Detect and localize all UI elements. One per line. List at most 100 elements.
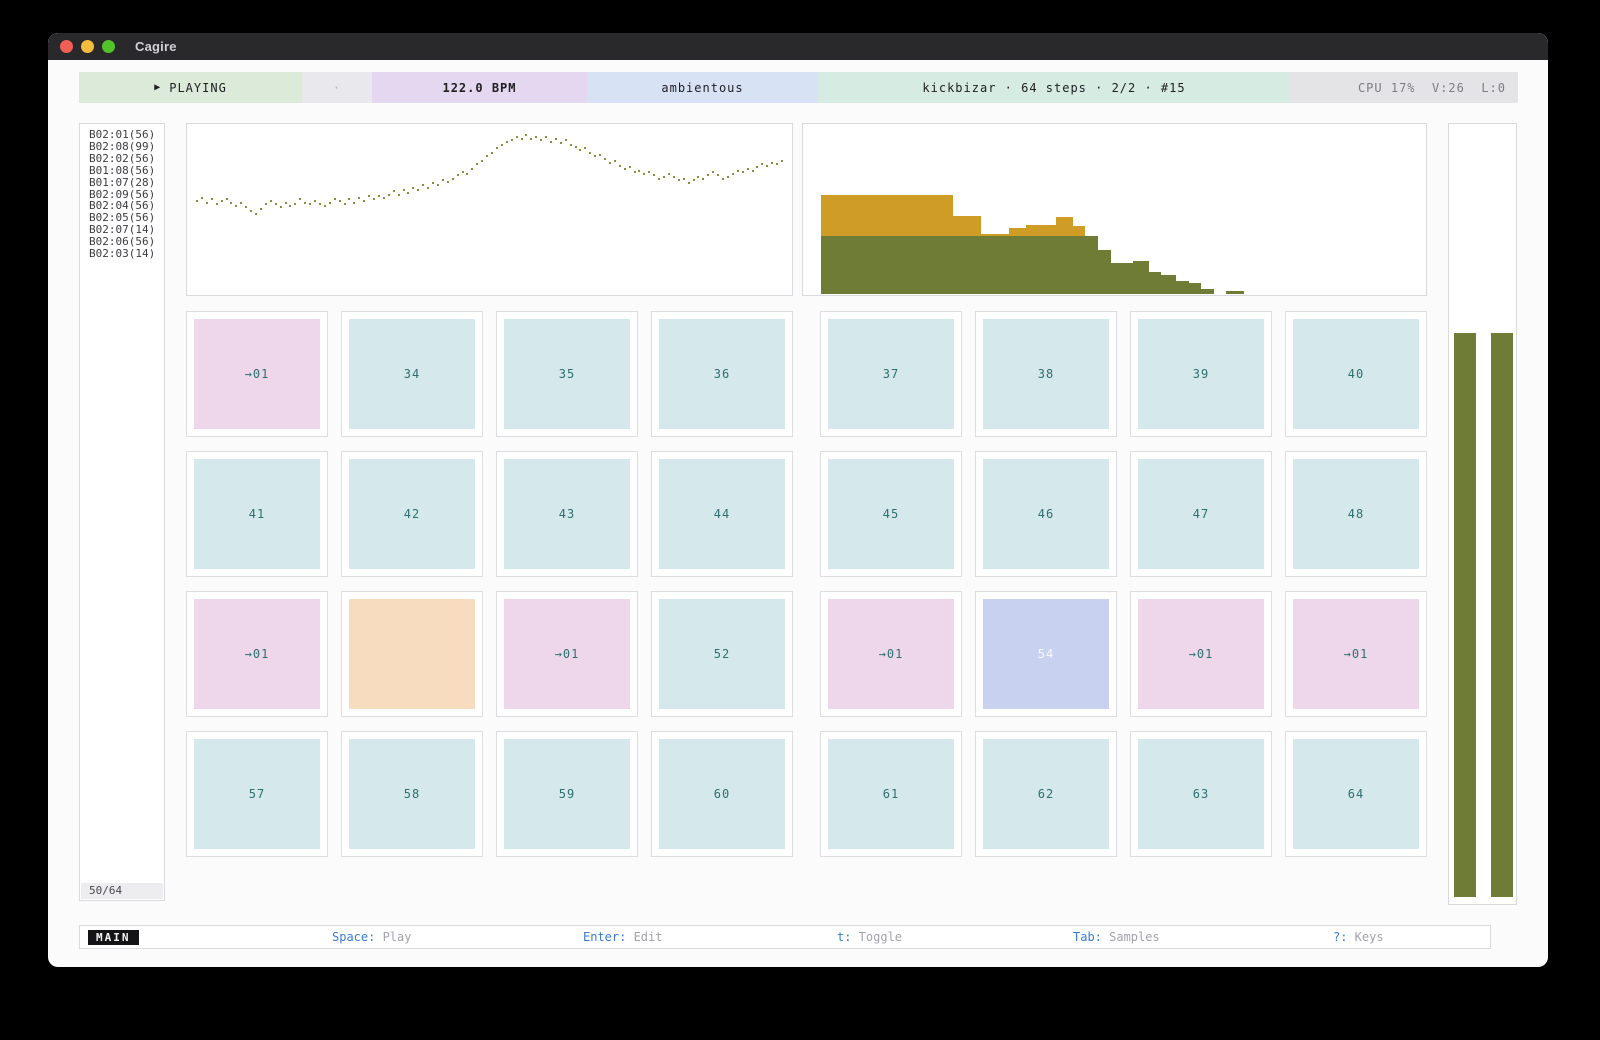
hint-key: Tab: xyxy=(1073,930,1102,944)
hint-key: Enter: xyxy=(583,930,627,944)
grid-cell-54[interactable]: 54 xyxy=(975,591,1117,717)
wave-dot xyxy=(540,139,543,142)
grid-cell-label: 63 xyxy=(1138,739,1264,849)
wave-dot xyxy=(535,136,538,138)
wave-dot xyxy=(525,134,528,137)
grid-cell-35[interactable]: 35 xyxy=(496,311,638,437)
wave-dot xyxy=(751,169,754,172)
wave-dot xyxy=(574,145,577,148)
app-window: Cagire ▶ PLAYING · 122.0 BPM ambientous k… xyxy=(48,33,1548,967)
sample-list-item[interactable]: B02:08(99) xyxy=(89,139,156,153)
sample-list-item[interactable]: B02:02(56) xyxy=(89,151,156,165)
hint-label: Edit xyxy=(626,930,663,944)
wave-dot xyxy=(776,163,779,166)
grid-cell-label: 58 xyxy=(349,739,475,849)
wave-dot xyxy=(559,142,562,145)
sample-list-item[interactable]: B02:09(56) xyxy=(89,187,156,201)
wave-dot xyxy=(702,177,705,180)
sample-list-item[interactable]: B02:03(14) xyxy=(89,247,156,261)
wave-dot xyxy=(205,201,208,204)
grid-cell-38[interactable]: 38 xyxy=(975,311,1117,437)
grid-cell-36[interactable]: 36 xyxy=(651,311,793,437)
grid-cell-label: 45 xyxy=(828,459,954,569)
transport-status[interactable]: ▶ PLAYING xyxy=(79,72,302,103)
grid-cell-57[interactable]: 57 xyxy=(186,731,328,857)
wave-dot xyxy=(608,161,611,164)
wave-dot xyxy=(220,200,223,202)
grid-cell-58[interactable]: 58 xyxy=(341,731,483,857)
grid-cell-45[interactable]: 45 xyxy=(820,451,962,577)
grid-cell-60[interactable]: 60 xyxy=(651,731,793,857)
hint-key: ?: xyxy=(1333,930,1348,944)
grid-cell-50[interactable] xyxy=(341,591,483,717)
zoom-button[interactable] xyxy=(102,40,115,53)
grid-cell-40[interactable]: 40 xyxy=(1285,311,1427,437)
grid-cell-33[interactable]: →01 xyxy=(186,311,328,437)
wave-dot xyxy=(510,139,513,142)
close-button[interactable] xyxy=(60,40,73,53)
grid-cell-49[interactable]: →01 xyxy=(186,591,328,717)
wave-dot xyxy=(417,188,420,191)
grid-cell-63[interactable]: 63 xyxy=(1130,731,1272,857)
grid-cell-41[interactable]: 41 xyxy=(186,451,328,577)
wave-dot xyxy=(309,203,312,206)
grid-cell-61[interactable]: 61 xyxy=(820,731,962,857)
wave-dot xyxy=(667,172,670,175)
histogram-bar xyxy=(1149,272,1161,294)
wave-dot xyxy=(589,152,592,154)
wave-dot xyxy=(284,201,287,204)
grid-cell-52[interactable]: 52 xyxy=(651,591,793,717)
wave-dot xyxy=(549,140,552,143)
wave-dot xyxy=(643,172,646,175)
grid-cell-37[interactable]: 37 xyxy=(820,311,962,437)
wave-dot xyxy=(505,140,508,143)
wave-dot xyxy=(441,179,444,182)
wave-dot xyxy=(731,172,734,175)
wave-dot xyxy=(515,136,518,138)
bpm-display[interactable]: 122.0 BPM xyxy=(372,72,587,103)
play-icon: ▶ xyxy=(154,82,162,93)
grid-cell-48[interactable]: 48 xyxy=(1285,451,1427,577)
grid-cell-34[interactable]: 34 xyxy=(341,311,483,437)
wave-dot xyxy=(461,171,464,174)
grid-cell-47[interactable]: 47 xyxy=(1130,451,1272,577)
histogram-bar xyxy=(1161,275,1176,294)
grid-cell-51[interactable]: →01 xyxy=(496,591,638,717)
pack-name[interactable]: ambientous xyxy=(587,72,818,103)
sample-list-item[interactable]: B01:08(56) xyxy=(89,163,156,177)
grid-cell-label: 48 xyxy=(1293,459,1419,569)
grid-cell-44[interactable]: 44 xyxy=(651,451,793,577)
sample-list-item[interactable]: B02:04(56) xyxy=(89,199,156,213)
histogram-bar xyxy=(1189,283,1201,294)
grid-cell-42[interactable]: 42 xyxy=(341,451,483,577)
grid-cell-46[interactable]: 46 xyxy=(975,451,1117,577)
sample-list-item[interactable]: B02:06(56) xyxy=(89,235,156,249)
grid-cell-59[interactable]: 59 xyxy=(496,731,638,857)
hint-label: Play xyxy=(375,930,412,944)
grid-cell-43[interactable]: 43 xyxy=(496,451,638,577)
grid-cell-55[interactable]: →01 xyxy=(1130,591,1272,717)
window-titlebar[interactable]: Cagire xyxy=(48,33,1548,60)
grid-cell-label: 60 xyxy=(659,739,785,849)
sample-list-item[interactable]: B02:05(56) xyxy=(89,211,156,225)
grid-cell-56[interactable]: →01 xyxy=(1285,591,1427,717)
sample-list-item[interactable]: B02:07(14) xyxy=(89,223,156,237)
grid-cell-62[interactable]: 62 xyxy=(975,731,1117,857)
header-divider: · xyxy=(302,72,372,103)
level-meter-bar xyxy=(1491,333,1513,897)
minimize-button[interactable] xyxy=(81,40,94,53)
wave-dot xyxy=(569,144,572,146)
grid-cell-53[interactable]: →01 xyxy=(820,591,962,717)
sample-list-item[interactable]: B01:07(28) xyxy=(89,175,156,189)
grid-cell-label: 36 xyxy=(659,319,785,429)
wave-dot xyxy=(427,187,430,190)
sample-list-item[interactable]: B02:01(56) xyxy=(89,128,156,141)
grid-cell-39[interactable]: 39 xyxy=(1130,311,1272,437)
hint-key: Space: xyxy=(332,930,376,944)
grid-cell-label: 37 xyxy=(828,319,954,429)
grid-cell-64[interactable]: 64 xyxy=(1285,731,1427,857)
histogram-bar xyxy=(1133,261,1149,294)
pitch-wave-panel xyxy=(186,123,793,296)
pattern-info: kickbizar · 64 steps · 2/2 · #15 xyxy=(818,72,1290,103)
